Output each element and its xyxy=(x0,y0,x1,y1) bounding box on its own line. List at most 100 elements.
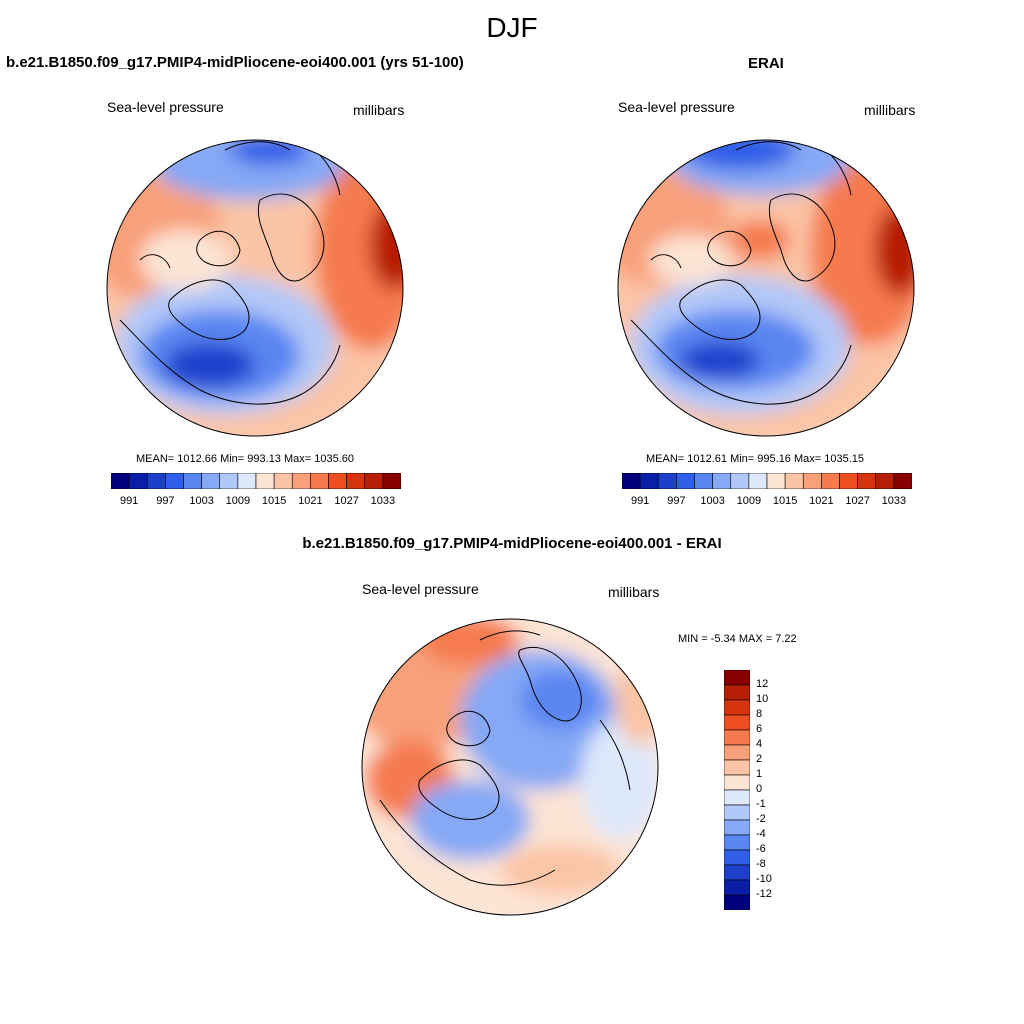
map3-border xyxy=(361,618,659,916)
colorbar-swatch xyxy=(128,473,148,489)
colorbar-tick-label: -1 xyxy=(756,798,766,810)
colorbar-swatch xyxy=(676,473,695,489)
colorbar-swatch xyxy=(821,473,840,489)
colorbar-tick-label: -8 xyxy=(756,858,766,870)
colorbar-difference xyxy=(724,670,750,910)
colorbar-swatch xyxy=(724,849,750,866)
colorbar-tick-label: 1033 xyxy=(881,495,907,507)
colorbar-swatch xyxy=(802,473,822,489)
colorbar-swatch xyxy=(724,819,750,836)
colorbar-tick-label: 997 xyxy=(667,495,686,507)
colorbar-swatch xyxy=(724,774,750,791)
colorbar-tick-label: 1003 xyxy=(700,495,725,507)
colorbar-swatch xyxy=(724,759,750,776)
colorbar-tick-label: 1027 xyxy=(845,495,870,507)
colorbar-swatch xyxy=(839,473,858,489)
colorbar-tick-label: 10 xyxy=(756,693,769,705)
colorbar-tick-label: 1027 xyxy=(334,495,359,507)
colorbar-swatch xyxy=(724,714,750,731)
colorbar-tick-label: 0 xyxy=(756,783,763,795)
colorbar-erai xyxy=(622,473,912,489)
figure-title: DJF xyxy=(486,12,538,43)
panel1-units-label: millibars xyxy=(353,102,405,118)
colorbar-tick-label: 1015 xyxy=(261,495,287,507)
colorbar-tick-label: -2 xyxy=(756,813,766,825)
map2-border xyxy=(617,139,915,437)
colorbar-swatch xyxy=(712,473,732,489)
colorbar-tick-label: 1015 xyxy=(772,495,798,507)
colorbar-tick-label: 1003 xyxy=(189,495,214,507)
colorbar-tick-label: 1021 xyxy=(809,495,834,507)
colorbar-erai-labels: 991 997 1003 1009 1015 1021 1027 1033 xyxy=(622,495,912,509)
colorbar-tick-label: 4 xyxy=(756,738,763,750)
colorbar-swatch xyxy=(657,473,677,489)
colorbar-swatch xyxy=(724,744,750,761)
colorbar-swatch xyxy=(724,894,750,910)
map1-border xyxy=(106,139,404,437)
colorbar-tick-label: 2 xyxy=(756,753,763,765)
colorbar-swatch xyxy=(111,473,130,489)
colorbar-tick-label: -10 xyxy=(756,873,772,885)
panel-title-erai: ERAI xyxy=(748,55,784,72)
colorbar-model-labels: 991 997 1003 1009 1015 1021 1027 1033 xyxy=(111,495,401,509)
colorbar-tick-label: 1 xyxy=(756,768,763,780)
colorbar-swatch xyxy=(328,473,347,489)
colorbar-swatch xyxy=(237,473,257,489)
colorbar-swatch xyxy=(724,729,750,746)
colorbar-swatch xyxy=(165,473,184,489)
colorbar-tick-label: 1033 xyxy=(370,495,396,507)
colorbar-swatch xyxy=(724,879,750,896)
panel-title-difference: b.e21.B1850.f09_g17.PMIP4-midPliocene-eo… xyxy=(302,535,722,552)
colorbar-swatch xyxy=(694,473,713,489)
colorbar-swatch xyxy=(346,473,366,489)
colorbar-tick-label: 6 xyxy=(756,723,763,735)
colorbar-tick-label: 1021 xyxy=(298,495,323,507)
colorbar-swatch xyxy=(748,473,768,489)
colorbar-swatch xyxy=(310,473,329,489)
colorbar-tick-label: -12 xyxy=(756,888,772,900)
panel3-units-label: millibars xyxy=(608,584,660,600)
colorbar-tick-label: 997 xyxy=(156,495,175,507)
colorbar-swatch xyxy=(273,473,293,489)
colorbar-tick-label: -6 xyxy=(756,843,766,855)
panel3-stats: MIN = -5.34 MAX = 7.22 xyxy=(678,633,797,645)
colorbar-swatch xyxy=(875,473,895,489)
colorbar-swatch xyxy=(183,473,202,489)
colorbar-tick-label: 12 xyxy=(756,678,769,690)
panel3-variable-label: Sea-level pressure xyxy=(362,581,479,597)
colorbar-swatch xyxy=(146,473,166,489)
panel-title-model: b.e21.B1850.f09_g17.PMIP4-midPliocene-eo… xyxy=(6,54,464,71)
colorbar-swatch xyxy=(724,834,750,851)
panel2-units-label: millibars xyxy=(864,102,916,118)
colorbar-swatch xyxy=(724,789,750,806)
colorbar-swatch xyxy=(730,473,750,489)
colorbar-tick-label: 1009 xyxy=(225,495,251,507)
colorbar-swatch xyxy=(784,473,804,489)
colorbar-swatch xyxy=(219,473,239,489)
colorbar-tick-label: 8 xyxy=(756,708,763,720)
colorbar-tick-label: 991 xyxy=(119,495,139,507)
colorbar-swatch xyxy=(766,473,786,489)
colorbar-swatch xyxy=(724,670,750,686)
colorbar-swatch xyxy=(639,473,659,489)
colorbar-swatch xyxy=(724,864,750,881)
colorbar-swatch xyxy=(364,473,384,489)
colorbar-model xyxy=(111,473,401,489)
colorbar-swatch xyxy=(622,473,641,489)
colorbar-tick-label: 1009 xyxy=(736,495,762,507)
panel2-stats: MEAN= 1012.61 Min= 995.16 Max= 1035.15 xyxy=(646,453,865,465)
colorbar-swatch xyxy=(724,804,750,821)
colorbar-tick-label: 991 xyxy=(630,495,650,507)
colorbar-difference-labels: 12 10 8 6 4 2 1 0 -1 -2 -4 -6 -8 -10 -12 xyxy=(756,670,796,910)
colorbar-swatch xyxy=(857,473,877,489)
colorbar-swatch xyxy=(724,699,750,716)
colorbar-swatch xyxy=(255,473,275,489)
colorbar-tick-label: -4 xyxy=(756,828,766,840)
colorbar-swatch xyxy=(201,473,221,489)
panel1-stats: MEAN= 1012.66 Min= 993.13 Max= 1035.60 xyxy=(136,453,355,465)
colorbar-swatch xyxy=(724,684,750,701)
colorbar-swatch xyxy=(291,473,311,489)
